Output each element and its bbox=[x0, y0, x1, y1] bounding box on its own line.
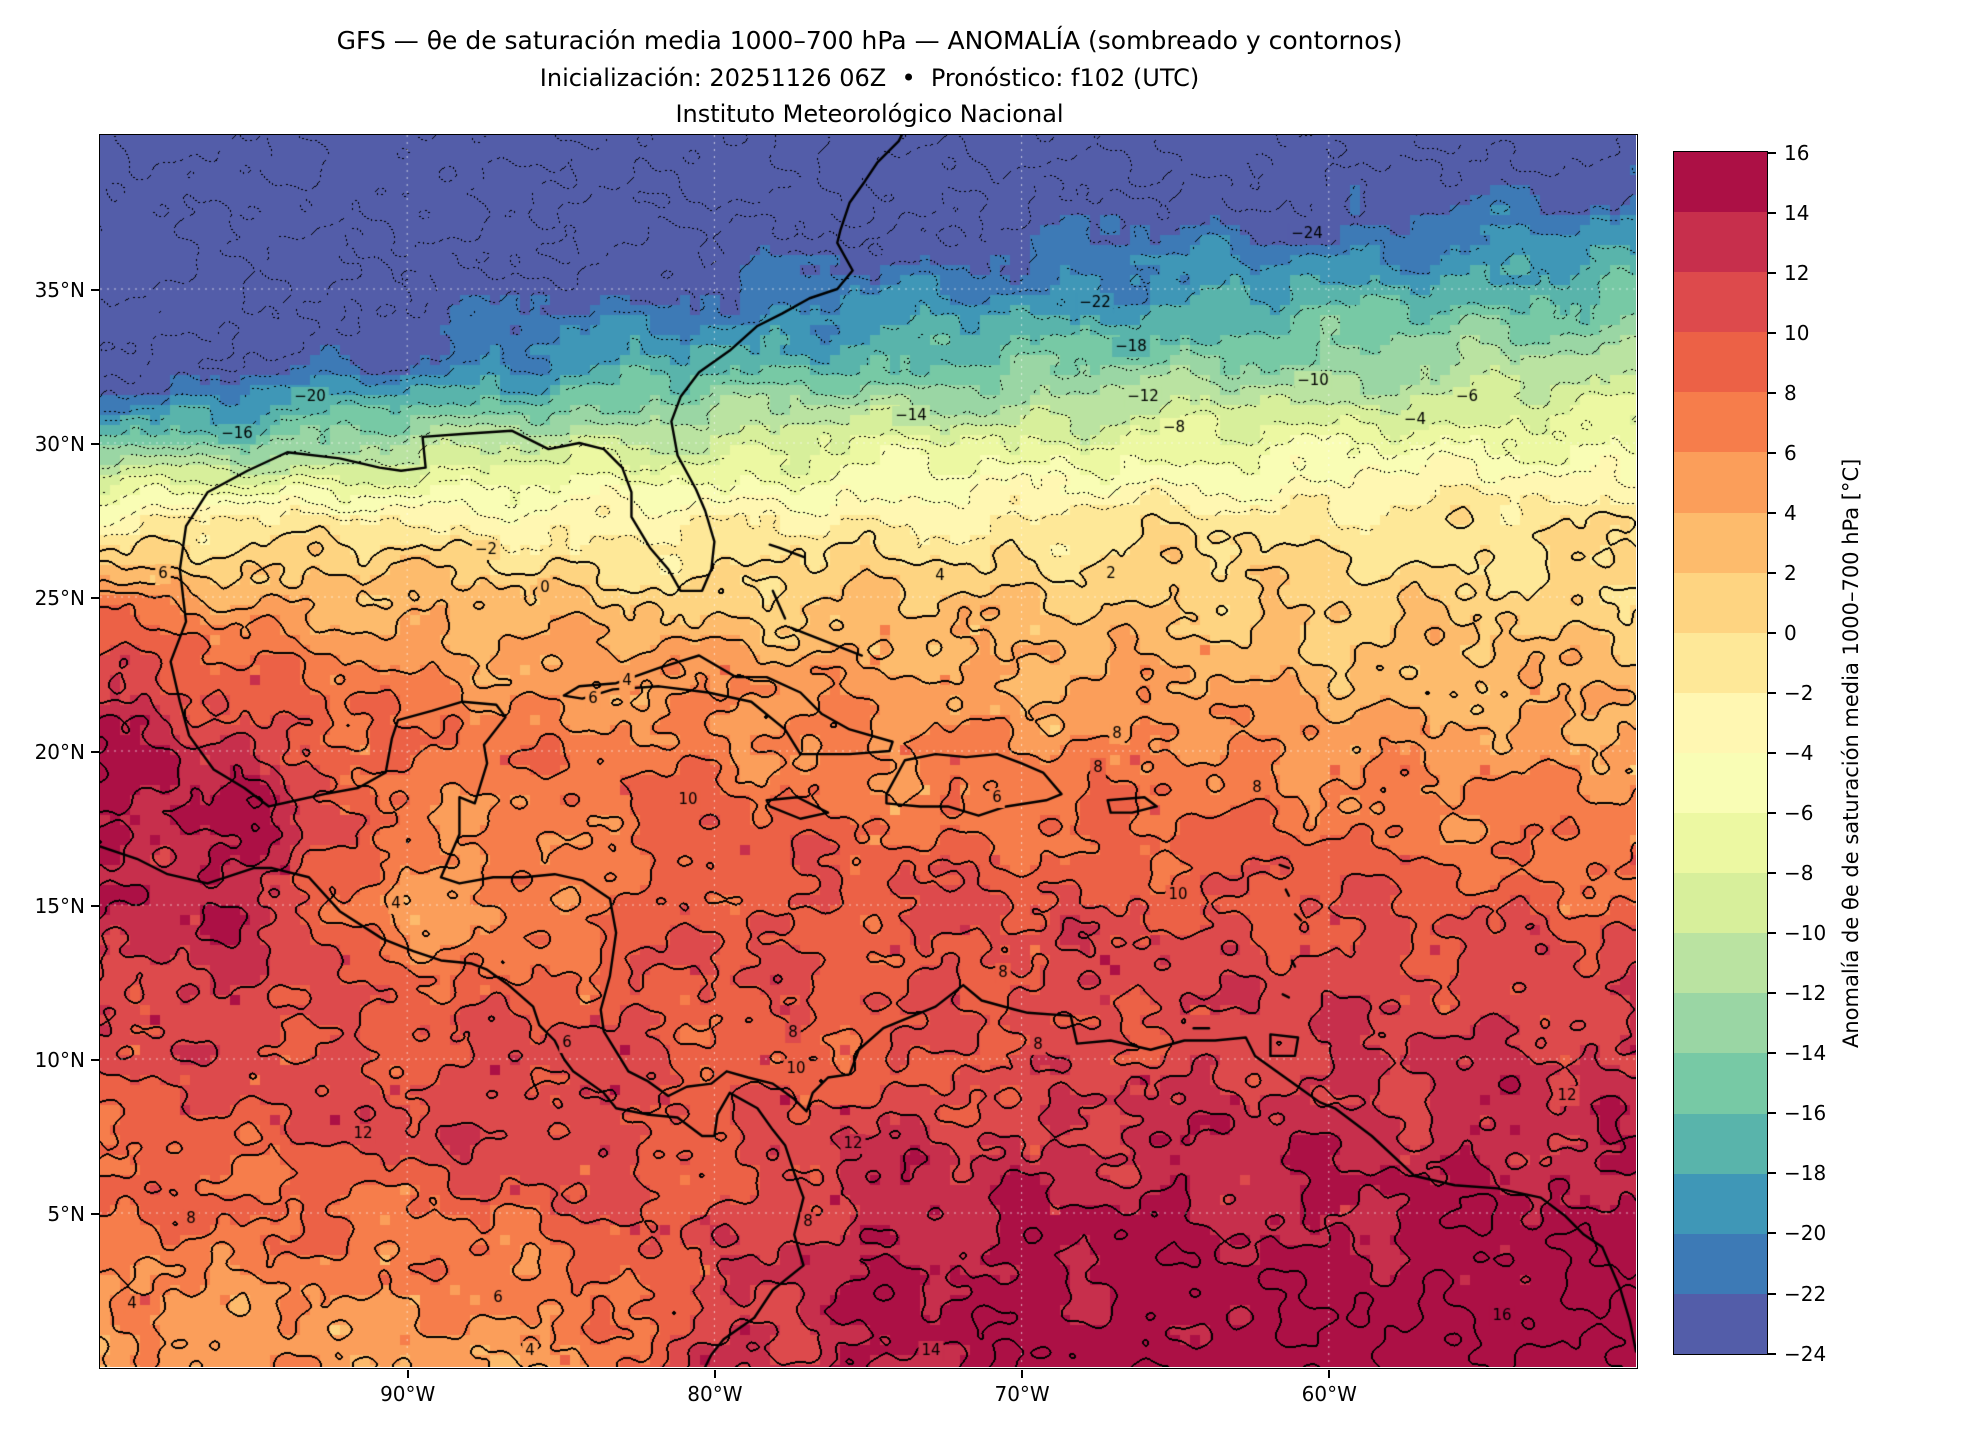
colorbar-tickmark bbox=[1768, 1232, 1776, 1235]
x-tick-label: 90°W bbox=[380, 1382, 436, 1406]
colorbar-tickmark bbox=[1768, 631, 1776, 634]
colorbar-tick-label: 2 bbox=[1784, 560, 1797, 585]
colorbar-tickmark bbox=[1768, 932, 1776, 935]
colorbar-segment bbox=[1674, 933, 1767, 994]
colorbar-tick-label: −16 bbox=[1784, 1101, 1827, 1126]
colorbar-tickmark bbox=[1768, 1292, 1776, 1295]
colorbar-tickmark bbox=[1768, 1172, 1776, 1175]
colorbar-segment bbox=[1674, 813, 1767, 874]
colorbar-tick-label: 10 bbox=[1784, 320, 1810, 345]
colorbar-tickmark bbox=[1768, 1112, 1776, 1115]
colorbar-segment bbox=[1674, 152, 1767, 213]
colorbar-segment bbox=[1674, 1113, 1767, 1174]
colorbar-tickmark bbox=[1768, 571, 1776, 574]
colorbar-tick-label: −6 bbox=[1784, 801, 1814, 826]
x-tickmark bbox=[1328, 1369, 1331, 1378]
y-tickmark bbox=[91, 750, 99, 753]
x-tick-label: 80°W bbox=[687, 1382, 743, 1406]
colorbar-segment bbox=[1674, 752, 1767, 814]
y-tickmark bbox=[91, 442, 99, 445]
colorbar-segment bbox=[1674, 1173, 1767, 1234]
colorbar-tickmark bbox=[1768, 872, 1776, 875]
colorbar-tick-label: −22 bbox=[1784, 1281, 1827, 1306]
colorbar-tick-label: −2 bbox=[1784, 681, 1814, 705]
colorbar-tick-label: −4 bbox=[1784, 741, 1814, 765]
x-tick-label: 60°W bbox=[1301, 1382, 1357, 1406]
y-tickmark bbox=[91, 1058, 99, 1061]
colorbar-tick-label: −20 bbox=[1784, 1221, 1827, 1246]
colorbar-tickmark bbox=[1768, 1352, 1776, 1355]
colorbar-tickmark bbox=[1768, 391, 1776, 394]
y-tickmark bbox=[91, 1212, 99, 1215]
colorbar-segment bbox=[1674, 392, 1767, 453]
y-tick-label: 30°N bbox=[34, 431, 85, 456]
y-tickmark bbox=[91, 904, 99, 907]
map-canvas bbox=[100, 135, 1636, 1367]
colorbar-segment bbox=[1674, 512, 1767, 573]
y-tickmark bbox=[91, 288, 99, 291]
x-tickmark bbox=[713, 1369, 716, 1378]
x-tick-label: 70°W bbox=[994, 1382, 1050, 1406]
colorbar-tickmark bbox=[1768, 331, 1776, 334]
colorbar-segment bbox=[1674, 272, 1767, 333]
y-tick-label: 10°N bbox=[34, 1047, 85, 1072]
colorbar-segment bbox=[1674, 332, 1767, 393]
y-tick-label: 25°N bbox=[34, 585, 85, 610]
colorbar-label: Anomalía de θe de saturación media 1000–… bbox=[1839, 458, 1863, 1048]
colorbar-tick-label: 8 bbox=[1784, 380, 1797, 405]
colorbar-tick-label: 14 bbox=[1784, 200, 1810, 225]
y-tick-label: 5°N bbox=[47, 1201, 85, 1226]
colorbar-segment bbox=[1674, 452, 1767, 513]
colorbar-tickmark bbox=[1768, 692, 1776, 694]
colorbar-tickmark bbox=[1768, 1052, 1776, 1055]
colorbar-segment bbox=[1674, 1293, 1767, 1354]
colorbar-tickmark bbox=[1768, 812, 1776, 815]
colorbar-tick-label: 16 bbox=[1784, 140, 1810, 165]
colorbar-segment bbox=[1674, 692, 1767, 753]
colorbar-tick-label: 6 bbox=[1784, 440, 1797, 465]
colorbar-tickmark bbox=[1768, 511, 1776, 514]
colorbar-segment bbox=[1674, 632, 1767, 693]
colorbar-tickmark bbox=[1768, 451, 1776, 454]
colorbar-tick-label: −12 bbox=[1784, 981, 1827, 1006]
y-tick-label: 20°N bbox=[34, 739, 85, 764]
chart-subtitle: Inicialización: 20251126 06Z • Pronóstic… bbox=[539, 64, 1200, 92]
colorbar-segment bbox=[1674, 873, 1767, 934]
colorbar-tick-label: 12 bbox=[1784, 260, 1810, 285]
colorbar bbox=[1673, 151, 1768, 1355]
colorbar-tick-label: 4 bbox=[1784, 500, 1797, 525]
colorbar-tickmark bbox=[1768, 752, 1776, 754]
map-plot-area bbox=[99, 134, 1638, 1369]
chart-institution: Instituto Meteorológico Nacional bbox=[675, 100, 1064, 128]
chart-title: GFS — θe de saturación media 1000–700 hP… bbox=[336, 26, 1403, 55]
colorbar-tick-label: −10 bbox=[1784, 921, 1827, 946]
colorbar-tickmark bbox=[1768, 992, 1776, 995]
colorbar-segment bbox=[1674, 1233, 1767, 1294]
colorbar-tickmark bbox=[1768, 151, 1776, 154]
colorbar-tick-label: −24 bbox=[1784, 1341, 1827, 1366]
y-tick-label: 35°N bbox=[34, 277, 85, 302]
colorbar-segment bbox=[1674, 993, 1767, 1054]
colorbar-tick-label: −14 bbox=[1784, 1041, 1827, 1066]
y-tick-label: 15°N bbox=[34, 893, 85, 918]
x-tickmark bbox=[1021, 1369, 1024, 1378]
colorbar-tickmark bbox=[1768, 271, 1776, 274]
colorbar-tick-label: −18 bbox=[1784, 1161, 1827, 1186]
colorbar-tick-label: −8 bbox=[1784, 861, 1814, 886]
colorbar-segment bbox=[1674, 212, 1767, 273]
title-block: GFS — θe de saturación media 1000–700 hP… bbox=[100, 22, 1639, 132]
y-tickmark bbox=[91, 596, 99, 599]
colorbar-segment bbox=[1674, 572, 1767, 633]
colorbar-tickmark bbox=[1768, 211, 1776, 214]
x-tickmark bbox=[406, 1369, 409, 1378]
colorbar-segment bbox=[1674, 1053, 1767, 1114]
colorbar-tick-label: 0 bbox=[1784, 620, 1797, 645]
